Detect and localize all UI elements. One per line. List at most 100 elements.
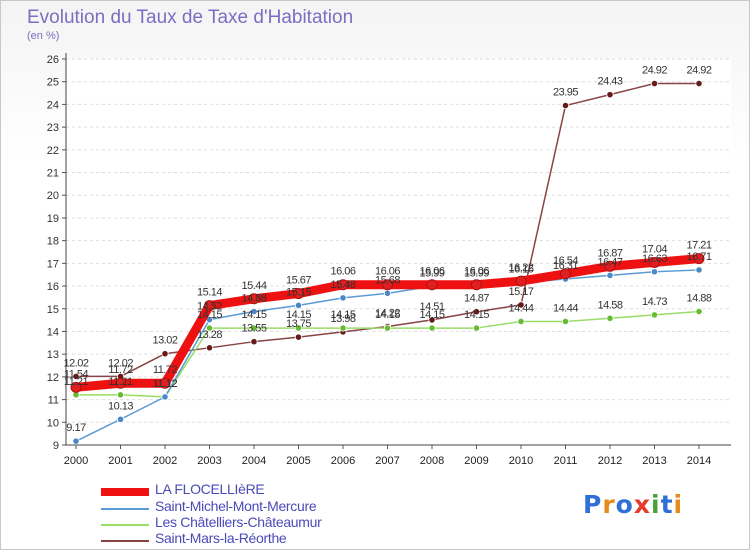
data-point (561, 101, 570, 110)
data-point (695, 307, 703, 316)
data-point (561, 317, 570, 326)
data-label: 11.54 (64, 368, 89, 380)
data-point (650, 79, 659, 88)
data-point (339, 324, 347, 332)
legend-label: Saint-Michel-Mont-Mercure (155, 498, 317, 514)
data-label: 14.51 (419, 301, 444, 313)
data-label: 17.04 (642, 243, 667, 255)
x-tick-label: 2005 (286, 455, 310, 467)
data-label: 14.15 (330, 309, 355, 321)
data-point (517, 317, 525, 326)
y-tick-label: 15 (47, 304, 59, 316)
data-label: 14.15 (419, 309, 444, 321)
data-label: 16.22 (508, 262, 533, 274)
data-label: 15.67 (286, 275, 311, 287)
data-point (383, 289, 392, 297)
data-label: 14.87 (464, 293, 489, 305)
y-tick-label: 13 (47, 349, 59, 361)
data-label: 14.15 (375, 309, 400, 321)
data-label: 16.71 (686, 251, 711, 263)
legend-swatch (101, 524, 149, 526)
data-label: 24.43 (597, 76, 622, 88)
logo-letter: r (602, 490, 616, 519)
data-label: 14.88 (686, 292, 711, 304)
y-tick-label: 23 (47, 122, 59, 134)
chart-title: Evolution du Taux de Taxe d'Habitation (27, 7, 354, 28)
data-label: 24.92 (642, 65, 667, 77)
data-label: 14.15 (197, 309, 222, 321)
chart-subtitle: (en %) (27, 30, 60, 42)
y-tick-label: 12 (47, 372, 59, 384)
data-label: 17.21 (686, 240, 711, 252)
x-tick-label: 2001 (108, 455, 132, 467)
data-label: 16.06 (419, 266, 444, 278)
data-label: 16.06 (330, 266, 355, 278)
x-tick-label: 2004 (242, 455, 266, 467)
data-label: 11.72 (153, 364, 178, 376)
y-tick-label: 20 (47, 190, 59, 202)
x-tick-label: 2000 (64, 455, 88, 467)
data-label: 14.73 (642, 296, 667, 308)
data-point (426, 279, 438, 291)
logo-letter: o (615, 490, 634, 519)
y-tick-label: 22 (47, 145, 59, 157)
data-label: 13.98 (330, 313, 355, 325)
data-point (72, 372, 80, 381)
data-label: 10.13 (108, 400, 133, 412)
data-point (472, 324, 481, 332)
x-tick-label: 2009 (464, 455, 488, 467)
data-point (382, 279, 393, 291)
data-label: 23.95 (553, 87, 578, 99)
data-point (471, 279, 482, 291)
data-label: 16.87 (597, 247, 622, 259)
x-tick-label: 2010 (509, 455, 533, 467)
data-label: 16.31 (553, 260, 578, 272)
data-point (428, 316, 436, 324)
data-label: 11.21 (64, 376, 89, 388)
x-tick-label: 2014 (687, 455, 711, 467)
x-tick-label: 2003 (197, 455, 221, 467)
data-point (205, 324, 214, 332)
data-point (72, 437, 80, 445)
data-label: 14.52 (197, 301, 222, 313)
data-point (560, 268, 571, 280)
legend-label: LA FLOCELLIèRE (155, 481, 265, 497)
data-point (70, 381, 82, 393)
data-point (248, 293, 260, 305)
data-label: 15.14 (197, 287, 222, 299)
data-label: 15.99 (464, 267, 489, 279)
data-point (604, 260, 616, 272)
data-point (205, 344, 214, 352)
legend-swatch (101, 540, 149, 542)
y-tick-label: 14 (47, 326, 59, 338)
data-label: 16.47 (597, 256, 622, 268)
y-tick-label: 26 (47, 54, 59, 66)
x-tick-label: 2013 (642, 455, 666, 467)
data-point (649, 256, 660, 268)
data-point (515, 275, 527, 287)
data-label: 14.44 (553, 302, 578, 314)
logo-letter: P (583, 490, 603, 519)
y-tick-label: 21 (47, 168, 59, 180)
plot-area (66, 59, 731, 445)
data-label: 13.02 (152, 335, 177, 347)
data-point (383, 324, 392, 332)
data-label: 9.17 (66, 422, 86, 434)
x-tick-label: 2006 (331, 455, 355, 467)
data-point (472, 308, 481, 316)
legend-label: Saint-Mars-la-Réorthe (155, 530, 287, 546)
data-label: 15.44 (241, 280, 266, 292)
data-label: 11.12 (153, 378, 178, 390)
data-label: 16.54 (553, 255, 578, 267)
data-point (606, 91, 614, 99)
data-label: 14.22 (375, 307, 400, 319)
data-point (337, 279, 349, 291)
data-point (294, 333, 303, 341)
data-label: 24.92 (686, 65, 711, 77)
data-point (606, 314, 614, 322)
data-point (116, 415, 125, 423)
data-point (161, 393, 169, 401)
logo-letter: t (660, 490, 674, 519)
data-label: 15.99 (419, 267, 444, 279)
